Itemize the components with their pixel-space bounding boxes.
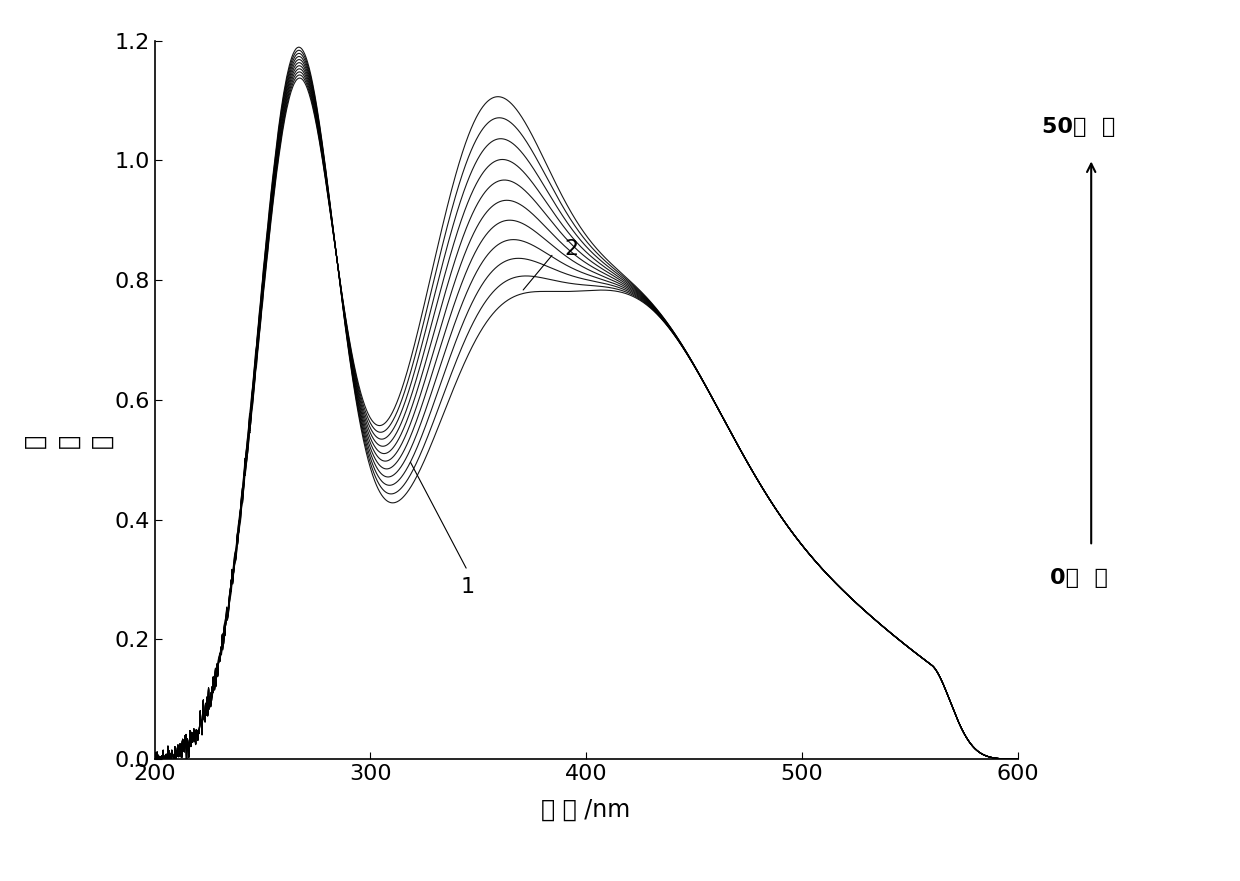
Text: 50分  钟: 50分 钟: [1042, 116, 1116, 137]
Text: 2: 2: [564, 239, 579, 259]
Text: 0分  钟: 0分 钟: [1050, 568, 1107, 589]
X-axis label: 波 长 /nm: 波 长 /nm: [542, 798, 631, 822]
Text: 1: 1: [460, 576, 475, 596]
Text: 吸
光
度: 吸 光 度: [22, 433, 114, 448]
